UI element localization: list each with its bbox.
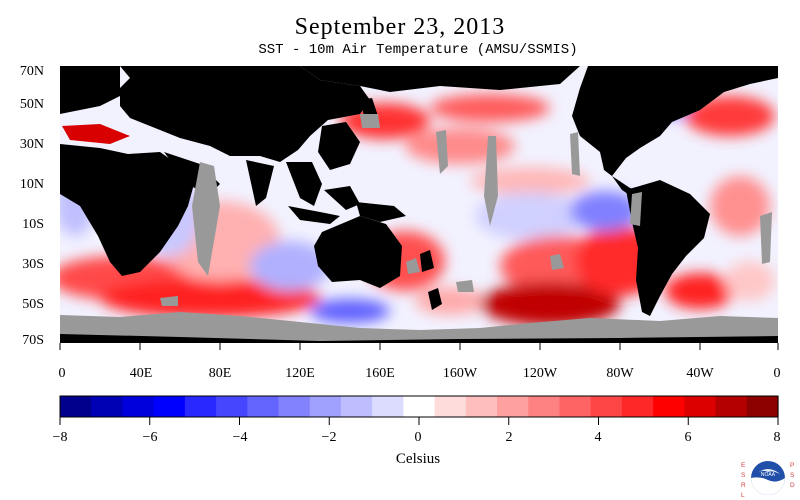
lon-label-80e: 80E	[208, 366, 232, 381]
colorbar-tick-2: 2	[505, 430, 513, 445]
lat-label-10n: 10N	[19, 177, 44, 192]
missing-data-swaths	[160, 114, 772, 306]
colorbar-swatch	[621, 396, 654, 417]
lat-label-30s: 30S	[22, 257, 44, 272]
lon-label-80w: 80W	[606, 366, 634, 381]
sst-anomaly-map	[60, 66, 778, 343]
lon-label-120e: 120E	[285, 366, 315, 381]
colorbar-swatch	[278, 396, 311, 417]
land-masses	[60, 66, 778, 316]
colorbar-tick-4: 4	[594, 430, 602, 445]
colorbar	[59, 395, 779, 425]
colorbar-swatch	[340, 396, 373, 417]
colorbar-tick-0: 0	[414, 430, 422, 445]
lat-label-70n: 70N	[19, 64, 44, 79]
lon-label-40e: 40E	[129, 366, 153, 381]
svg-text:E: E	[741, 462, 746, 469]
colorbar-swatch	[122, 396, 155, 417]
lon-label-120w: 120W	[522, 366, 558, 381]
lat-label-30n: 30N	[19, 137, 44, 152]
svg-text:S: S	[741, 472, 746, 479]
page-title: September 23, 2013	[294, 14, 506, 40]
colorbar-tick-neg6: −6	[142, 430, 158, 445]
colorbar-swatch	[91, 396, 124, 417]
mediterranean-anomaly	[62, 124, 130, 144]
colorbar-tick-8: 8	[773, 430, 781, 445]
colorbar-swatch	[746, 396, 779, 417]
lon-label-160e: 160E	[365, 366, 395, 381]
colorbar-swatch	[715, 396, 748, 417]
colorbar-swatch	[653, 396, 685, 417]
colorbar-tick-neg8: −8	[52, 430, 68, 445]
colorbar-swatch	[559, 396, 592, 417]
lat-label-10s: 10S	[22, 217, 44, 232]
colorbar-swatch	[372, 396, 404, 417]
colorbar-unit-label: Celsius	[395, 451, 441, 467]
svg-text:P: P	[790, 462, 794, 469]
colorbar-swatch	[247, 396, 280, 417]
colorbar-swatch	[60, 396, 92, 417]
colorbar-swatch	[309, 396, 342, 417]
longitude-ticks	[59, 343, 779, 350]
lon-label-0: 0	[58, 366, 66, 381]
svg-text:NOAA: NOAA	[761, 472, 776, 478]
colorbar-swatch	[434, 396, 467, 417]
colorbar-swatch	[465, 396, 498, 417]
antarctic-ice	[60, 312, 778, 343]
colorbar-swatch	[403, 396, 436, 417]
colorbar-swatch	[216, 396, 248, 417]
map-subtitle: SST - 10m Air Temperature (AMSU/SSMIS)	[258, 42, 578, 58]
lon-label-160w: 160W	[442, 366, 478, 381]
colorbar-swatch	[153, 396, 186, 417]
svg-text:D: D	[790, 482, 795, 489]
lat-label-50s: 50S	[22, 297, 44, 312]
colorbar-swatch	[497, 396, 529, 417]
svg-text:S: S	[790, 472, 795, 479]
colorbar-swatch	[684, 396, 717, 417]
colorbar-tick-6: 6	[684, 430, 692, 445]
colorbar-tick-neg4: −4	[232, 430, 248, 445]
noaa-logo: E S R L NOAA P S D	[741, 461, 795, 499]
colorbar-tick-neg2: −2	[321, 430, 337, 445]
svg-text:R: R	[741, 482, 746, 489]
colorbar-swatch	[528, 396, 561, 417]
lon-label-40w: 40W	[686, 366, 714, 381]
lon-label-0-east: 0	[773, 366, 781, 381]
colorbar-swatch	[590, 396, 623, 417]
lat-label-50n: 50N	[19, 97, 44, 112]
lat-label-70s: 70S	[22, 333, 44, 348]
svg-text:L: L	[741, 492, 745, 499]
colorbar-swatch	[184, 396, 217, 417]
